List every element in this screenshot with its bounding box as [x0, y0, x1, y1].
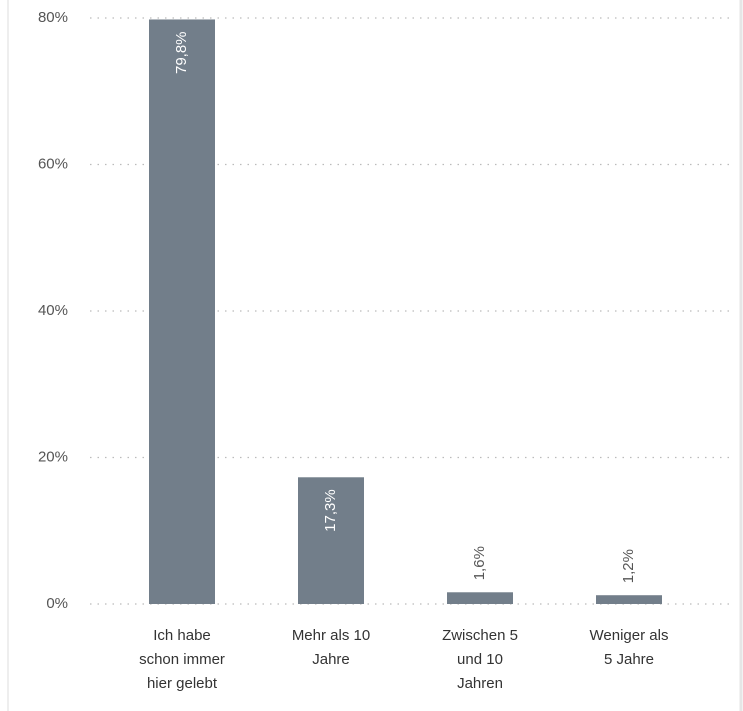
y-tick-label: 0% [46, 595, 68, 612]
y-tick-label: 20% [38, 448, 68, 465]
value-label: 17,3% [322, 489, 339, 532]
y-tick-label: 60% [38, 155, 68, 172]
value-label: 79,8% [173, 31, 190, 74]
bar [447, 592, 513, 604]
value-label: 1,6% [471, 546, 488, 580]
x-tick-label: Weniger als 5 Jahre [589, 627, 669, 668]
bar [298, 477, 364, 604]
x-tick-label: Ich habe schon immer hier gelebt [139, 627, 225, 692]
x-tick-label: Mehr als 10 Jahre [291, 627, 371, 668]
bar [149, 19, 215, 604]
bar [596, 595, 662, 604]
value-label: 1,2% [620, 549, 637, 583]
y-tick-label: 40% [38, 302, 68, 319]
x-tick-label: Zwischen 5 und 10 Jahren [442, 627, 518, 692]
y-tick-label: 80% [38, 9, 68, 26]
